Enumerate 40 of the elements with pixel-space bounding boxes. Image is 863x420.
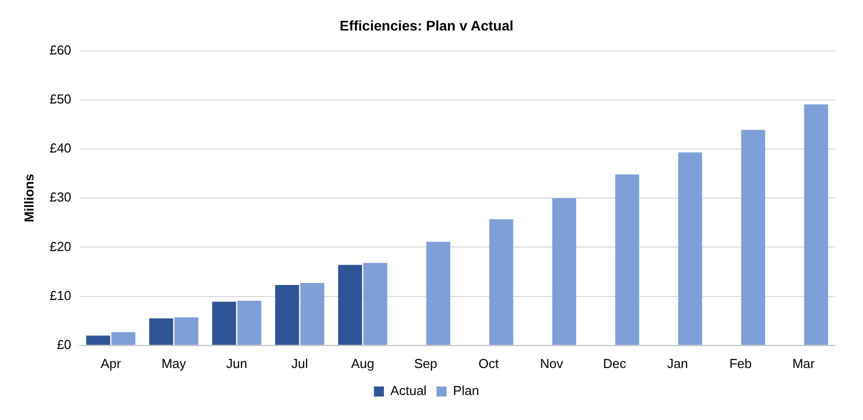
bar [237,300,262,345]
bar [426,242,450,345]
bar [615,174,640,345]
y-tick-label: £30 [50,190,72,205]
legend-label: Actual [390,383,427,398]
bar [149,318,174,345]
x-tick-label: Nov [540,356,564,371]
x-tick-label: Sep [414,356,438,371]
bar [86,336,110,345]
y-tick-label: £50 [50,91,72,106]
x-tick-label: Jun [226,356,248,371]
bar [489,219,514,345]
bar [363,262,388,345]
y-tick-label: £10 [50,288,72,303]
bar [552,198,576,345]
x-tick-label: Oct [478,356,500,371]
bar [300,283,324,345]
x-tick-label: Mar [792,356,816,371]
y-tick-label: £20 [50,238,72,254]
bar [741,130,766,345]
y-axis-title: Millions [21,174,36,222]
x-tick-label: Feb [729,356,752,371]
y-tick-label: £40 [50,140,72,156]
x-tick-label: Dec [603,356,627,371]
bar [212,302,236,345]
bar [275,285,300,345]
x-tick-label: Aug [351,356,374,371]
x-tick-label: Jul [291,356,308,371]
chart-title: Efficiencies: Plan v Actual [340,17,514,34]
x-tick-label: Jan [667,356,688,371]
y-tick-label: £60 [50,42,72,58]
x-tick-label: May [161,356,187,371]
y-tick-label: £0 [56,336,72,352]
bar [111,332,136,345]
legend-label: Plan [453,383,480,398]
bar [174,317,198,345]
bar [804,104,828,345]
bar [678,152,702,345]
x-tick-label: Apr [100,356,122,371]
bar [338,264,362,345]
